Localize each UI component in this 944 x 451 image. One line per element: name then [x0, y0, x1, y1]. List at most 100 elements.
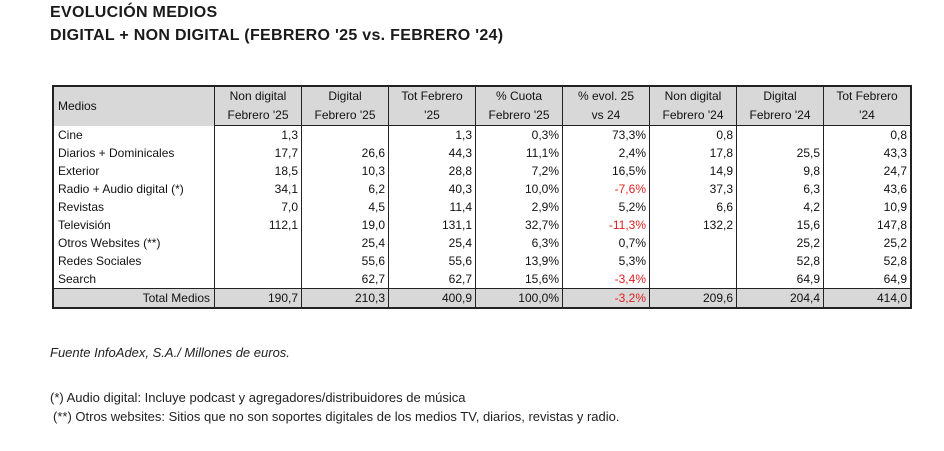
- value-cell: 10,9: [823, 198, 912, 216]
- header-cell: Non digital: [649, 86, 737, 106]
- evolution-cell: 5,3%: [562, 252, 650, 270]
- table-row: Diarios + Dominicales 17,7 26,6 44,3 11,1% 2,…: [53, 144, 912, 162]
- value-cell: 414,0: [823, 288, 912, 308]
- value-cell: 25,4: [388, 234, 476, 252]
- value-cell: 100,0%: [475, 288, 563, 308]
- value-cell: 4,5: [301, 198, 389, 216]
- footnote-audio-digital: (*) Audio digital: Incluye podcast y agr…: [50, 390, 466, 405]
- value-cell: 11,4: [388, 198, 476, 216]
- table-row: Otros Websites (**) 25,4 25,4 6,3% 0,7% 25,2 2…: [53, 234, 912, 252]
- header-row-bottom: Febrero '25 Febrero '25 '25 Febrero '25 …: [53, 106, 912, 126]
- header-cell: Tot Febrero: [388, 86, 476, 106]
- value-cell: 25,2: [823, 234, 912, 252]
- value-cell: 15,6%: [475, 270, 563, 289]
- value-cell: 64,9: [736, 270, 824, 289]
- value-cell: 1,3: [388, 125, 476, 144]
- value-cell: [214, 252, 302, 270]
- value-cell: 6,6: [649, 198, 737, 216]
- page-title: EVOLUCIÓN MEDIOS: [50, 4, 218, 21]
- value-cell: 204,4: [736, 288, 824, 308]
- header-cell: % Cuota: [475, 86, 563, 106]
- value-cell: 52,8: [823, 252, 912, 270]
- evolution-cell: -3,2%: [562, 288, 650, 308]
- value-cell: 6,3: [736, 180, 824, 198]
- table-row: Search 62,7 62,7 15,6% -3,4% 64,9 64,9: [53, 270, 912, 289]
- table-row: Redes Sociales 55,6 55,6 13,9% 5,3% 52,8 52,8: [53, 252, 912, 270]
- table-row: Exterior 18,5 10,3 28,8 7,2% 16,5% 14,9 9,8 24,7: [53, 162, 912, 180]
- value-cell: 209,6: [649, 288, 737, 308]
- value-cell: 15,6: [736, 216, 824, 234]
- row-label: Diarios + Dominicales: [53, 144, 215, 162]
- value-cell: 6,3%: [475, 234, 563, 252]
- row-label: Otros Websites (**): [53, 234, 215, 252]
- value-cell: [736, 125, 824, 144]
- row-label: Cine: [53, 125, 215, 144]
- row-label: Televisión: [53, 216, 215, 234]
- value-cell: 190,7: [214, 288, 302, 308]
- header-cell: vs 24: [562, 106, 650, 126]
- media-evolution-table: Medios Non digital Digital Tot Febrero %…: [52, 85, 912, 309]
- header-cell: Febrero '25: [475, 106, 563, 126]
- value-cell: 14,9: [649, 162, 737, 180]
- value-cell: [214, 234, 302, 252]
- value-cell: 25,4: [301, 234, 389, 252]
- header-cell: Febrero '25: [214, 106, 302, 126]
- value-cell: [649, 252, 737, 270]
- header-medios: Medios: [53, 86, 215, 126]
- value-cell: 26,6: [301, 144, 389, 162]
- evolution-cell: -3,4%: [562, 270, 650, 289]
- value-cell: 25,5: [736, 144, 824, 162]
- value-cell: 44,3: [388, 144, 476, 162]
- row-label: Revistas: [53, 198, 215, 216]
- value-cell: 34,1: [214, 180, 302, 198]
- value-cell: [649, 234, 737, 252]
- header-cell: Non digital: [214, 86, 302, 106]
- row-label: Total Medios: [53, 288, 215, 308]
- evolution-cell: 0,7%: [562, 234, 650, 252]
- value-cell: 400,9: [388, 288, 476, 308]
- row-label: Exterior: [53, 162, 215, 180]
- value-cell: 6,2: [301, 180, 389, 198]
- value-cell: 132,2: [649, 216, 737, 234]
- header-cell: Febrero '25: [301, 106, 389, 126]
- header-cell: % evol. 25: [562, 86, 650, 106]
- value-cell: 9,8: [736, 162, 824, 180]
- value-cell: 13,9%: [475, 252, 563, 270]
- header-cell: Febrero '24: [649, 106, 737, 126]
- value-cell: 64,9: [823, 270, 912, 289]
- table-row: Cine 1,3 1,3 0,3% 73,3% 0,8 0,8: [53, 125, 912, 144]
- value-cell: 2,9%: [475, 198, 563, 216]
- header-row-top: Medios Non digital Digital Tot Febrero %…: [53, 86, 912, 126]
- total-row: Total Medios 190,7 210,3 400,9 100,0% -3,2% 20…: [53, 288, 912, 308]
- header-cell: Digital: [736, 86, 824, 106]
- table-body: Cine 1,3 1,3 0,3% 73,3% 0,8 0,8 Diarios + Domin…: [53, 125, 912, 308]
- value-cell: 55,6: [301, 252, 389, 270]
- value-cell: [649, 270, 737, 289]
- header-cell: '25: [388, 106, 476, 126]
- value-cell: 19,0: [301, 216, 389, 234]
- value-cell: 32,7%: [475, 216, 563, 234]
- table-row: Revistas 7,0 4,5 11,4 2,9% 5,2% 6,6 4,2 10,9: [53, 198, 912, 216]
- table-row: Televisión 112,1 19,0 131,1 32,7% -11,3% 132,2…: [53, 216, 912, 234]
- value-cell: 10,3: [301, 162, 389, 180]
- value-cell: 43,6: [823, 180, 912, 198]
- value-cell: 37,3: [649, 180, 737, 198]
- page-subtitle: DIGITAL + NON DIGITAL (FEBRERO '25 vs. F…: [50, 27, 504, 44]
- value-cell: 11,1%: [475, 144, 563, 162]
- evolution-cell: 5,2%: [562, 198, 650, 216]
- value-cell: 28,8: [388, 162, 476, 180]
- footnote-otros-websites: (**) Otros websites: Sitios que no son s…: [53, 409, 620, 424]
- value-cell: 52,8: [736, 252, 824, 270]
- value-cell: 40,3: [388, 180, 476, 198]
- header-cell: Digital: [301, 86, 389, 106]
- value-cell: [214, 270, 302, 289]
- evolution-cell: 73,3%: [562, 125, 650, 144]
- header-cell: Tot Febrero: [823, 86, 912, 106]
- value-cell: 0,3%: [475, 125, 563, 144]
- value-cell: 4,2: [736, 198, 824, 216]
- value-cell: 210,3: [301, 288, 389, 308]
- value-cell: 131,1: [388, 216, 476, 234]
- value-cell: 17,8: [649, 144, 737, 162]
- row-label: Redes Sociales: [53, 252, 215, 270]
- value-cell: 0,8: [823, 125, 912, 144]
